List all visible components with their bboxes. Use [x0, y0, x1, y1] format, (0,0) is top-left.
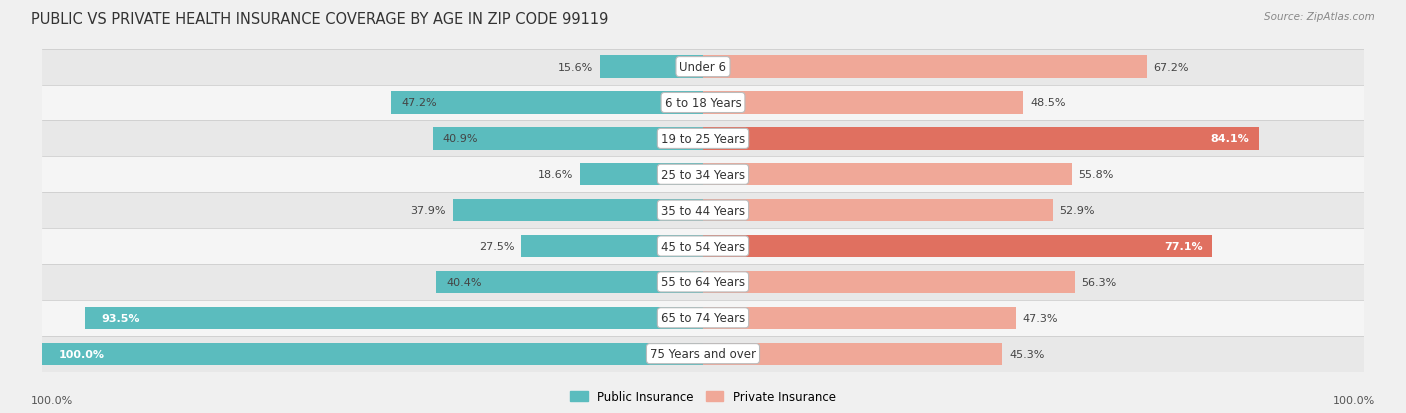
Bar: [42, 157, 1364, 193]
Text: 40.9%: 40.9%: [443, 134, 478, 144]
Bar: [703, 343, 1002, 365]
Bar: [703, 56, 1147, 78]
Bar: [703, 92, 1024, 114]
Text: 19 to 25 Years: 19 to 25 Years: [661, 133, 745, 145]
Text: 15.6%: 15.6%: [558, 62, 593, 72]
Bar: [42, 228, 1364, 264]
Text: 45.3%: 45.3%: [1010, 349, 1045, 359]
Text: 40.4%: 40.4%: [446, 277, 481, 287]
Text: 55.8%: 55.8%: [1078, 170, 1114, 180]
Bar: [703, 235, 1212, 258]
Text: 27.5%: 27.5%: [479, 242, 515, 252]
Text: 100.0%: 100.0%: [31, 395, 73, 405]
Bar: [703, 128, 1258, 150]
Bar: [42, 336, 1364, 372]
Text: 84.1%: 84.1%: [1211, 134, 1249, 144]
Bar: [703, 307, 1015, 329]
Text: 6 to 18 Years: 6 to 18 Years: [665, 97, 741, 110]
Bar: [42, 85, 1364, 121]
Text: 18.6%: 18.6%: [538, 170, 574, 180]
Bar: [391, 92, 703, 114]
Text: 100.0%: 100.0%: [1333, 395, 1375, 405]
Text: 35 to 44 Years: 35 to 44 Years: [661, 204, 745, 217]
Bar: [86, 307, 703, 329]
Bar: [703, 199, 1053, 222]
Text: Under 6: Under 6: [679, 61, 727, 74]
Bar: [42, 343, 703, 365]
Bar: [42, 121, 1364, 157]
Text: 93.5%: 93.5%: [101, 313, 141, 323]
Bar: [600, 56, 703, 78]
Text: 77.1%: 77.1%: [1164, 242, 1202, 252]
Bar: [703, 164, 1071, 186]
Text: 67.2%: 67.2%: [1154, 62, 1189, 72]
Bar: [581, 164, 703, 186]
Text: 37.9%: 37.9%: [411, 206, 446, 216]
Text: 45 to 54 Years: 45 to 54 Years: [661, 240, 745, 253]
Text: 55 to 64 Years: 55 to 64 Years: [661, 276, 745, 289]
Bar: [42, 50, 1364, 85]
Text: 100.0%: 100.0%: [59, 349, 104, 359]
Text: PUBLIC VS PRIVATE HEALTH INSURANCE COVERAGE BY AGE IN ZIP CODE 99119: PUBLIC VS PRIVATE HEALTH INSURANCE COVER…: [31, 12, 609, 27]
Bar: [703, 271, 1076, 293]
Bar: [42, 264, 1364, 300]
Legend: Public Insurance, Private Insurance: Public Insurance, Private Insurance: [565, 385, 841, 408]
Text: 47.2%: 47.2%: [401, 98, 437, 108]
Bar: [42, 300, 1364, 336]
Text: 65 to 74 Years: 65 to 74 Years: [661, 311, 745, 325]
Text: 47.3%: 47.3%: [1022, 313, 1057, 323]
Text: 25 to 34 Years: 25 to 34 Years: [661, 169, 745, 181]
Text: 48.5%: 48.5%: [1031, 98, 1066, 108]
Bar: [522, 235, 703, 258]
Bar: [436, 271, 703, 293]
Text: Source: ZipAtlas.com: Source: ZipAtlas.com: [1264, 12, 1375, 22]
Text: 56.3%: 56.3%: [1081, 277, 1116, 287]
Bar: [453, 199, 703, 222]
Text: 75 Years and over: 75 Years and over: [650, 347, 756, 360]
Text: 52.9%: 52.9%: [1059, 206, 1095, 216]
Bar: [42, 193, 1364, 228]
Bar: [433, 128, 703, 150]
